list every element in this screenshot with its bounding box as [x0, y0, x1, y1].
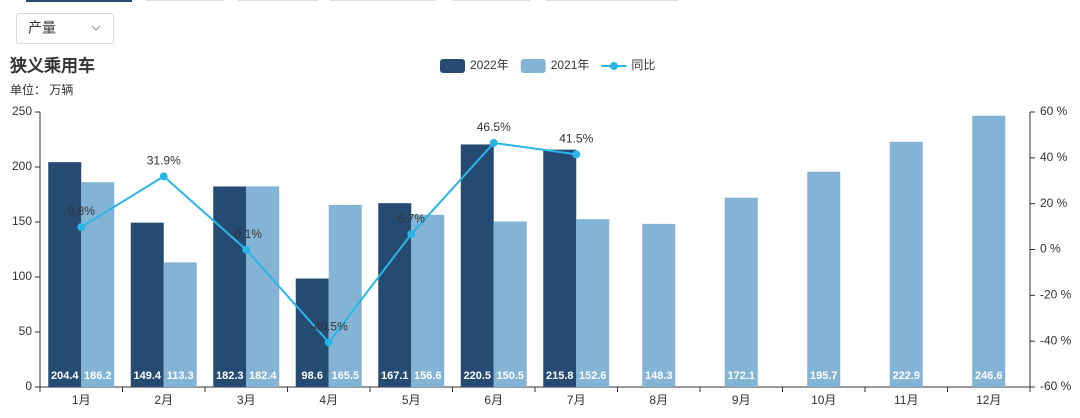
x-tick-label: 11月 — [894, 393, 918, 407]
bar — [889, 141, 923, 387]
bar-value-label: 148.3 — [645, 370, 673, 382]
dropdown-label[interactable]: 产量 — [28, 20, 56, 36]
y2-tick-label: 60 % — [1040, 104, 1068, 118]
line-point — [407, 230, 416, 239]
y2-tick-label: 40 % — [1040, 150, 1068, 164]
legend-swatch — [440, 59, 465, 73]
x-tick-label: 9月 — [732, 393, 751, 407]
y-tick-label: 50 — [19, 324, 33, 338]
bar — [246, 186, 280, 387]
y2-tick-label: -60 % — [1040, 379, 1072, 393]
bar-value-label: 113.3 — [167, 370, 194, 382]
legend-label: 2021年 — [551, 58, 590, 72]
y2-tick-label: -40 % — [1040, 333, 1072, 347]
bar — [724, 197, 758, 387]
tab[interactable] — [330, 0, 436, 1]
x-tick-label: 2月 — [154, 393, 173, 407]
x-tick-label: 8月 — [649, 393, 668, 407]
chart-subtitle: 单位： 万辆 — [10, 82, 73, 97]
bar-value-label: 167.1 — [381, 370, 409, 382]
line-value-label: 41.5% — [559, 132, 593, 146]
x-tick-label: 1月 — [72, 393, 91, 407]
bar-value-label: 150.5 — [496, 370, 524, 382]
bar — [493, 221, 527, 387]
bar-value-label: 204.4 — [51, 370, 79, 382]
bar — [48, 162, 82, 387]
tab[interactable] — [546, 0, 678, 1]
bar-value-label: 215.8 — [546, 370, 574, 382]
bar — [411, 214, 445, 387]
bar — [328, 204, 362, 387]
bar-value-label: 220.5 — [463, 370, 491, 382]
bar-value-label: 182.3 — [216, 370, 244, 382]
bar — [642, 223, 676, 387]
bar — [295, 278, 329, 387]
x-tick-label: 7月 — [567, 393, 586, 407]
y-tick-label: 100 — [12, 269, 32, 283]
legend-swatch — [520, 59, 546, 73]
tab[interactable] — [238, 0, 318, 1]
legend-swatch — [609, 62, 618, 70]
dropdown[interactable]: 产量 — [16, 13, 114, 44]
bar-value-label: 182.4 — [249, 370, 277, 382]
x-tick-label: 10月 — [811, 393, 836, 407]
legend-label: 2022年 — [470, 58, 509, 72]
bar — [460, 144, 494, 387]
bar-value-label: 222.9 — [892, 370, 920, 382]
line-point — [242, 245, 251, 254]
bar-value-label: 156.6 — [414, 370, 442, 382]
y2-tick-label: 20 % — [1040, 196, 1068, 210]
bar — [807, 171, 841, 387]
x-tick-label: 5月 — [402, 393, 421, 407]
line-value-label: 46.5% — [477, 120, 511, 134]
line-point — [324, 338, 333, 347]
bar — [543, 149, 577, 387]
y-tick-label: 150 — [12, 214, 32, 228]
dropdown-box[interactable] — [16, 13, 114, 44]
y-tick-label: 250 — [12, 104, 32, 118]
x-tick-label: 6月 — [484, 393, 503, 407]
line-value-label: 31.9% — [147, 154, 181, 168]
line-point — [77, 223, 86, 232]
tab-active[interactable] — [26, 0, 132, 2]
bar-value-label: 195.7 — [810, 370, 838, 382]
line-value-label: -0.1% — [231, 227, 263, 241]
line-value-label: 6.7% — [398, 211, 426, 225]
bar-value-label: 165.5 — [331, 370, 359, 382]
line-point — [489, 138, 498, 147]
y2-tick-label: -20 % — [1040, 288, 1072, 302]
bar-value-label: 149.4 — [133, 370, 161, 382]
tab[interactable] — [452, 0, 530, 1]
x-tick-label: 12月 — [976, 393, 1001, 407]
x-tick-label: 4月 — [319, 393, 338, 407]
legend-label: 同比 — [631, 58, 655, 72]
bar — [378, 203, 412, 387]
tab[interactable] — [146, 0, 224, 1]
bar — [213, 186, 247, 387]
bar — [972, 115, 1006, 388]
line-value-label: 9.8% — [68, 204, 96, 218]
bar — [576, 219, 610, 387]
bar-value-label: 172.1 — [727, 370, 755, 382]
bar-value-label: 152.6 — [579, 370, 607, 382]
bar-value-label: 246.6 — [975, 370, 1003, 382]
line-point — [572, 150, 581, 159]
bar-value-label: 98.6 — [302, 370, 323, 382]
chart-title: 狭义乘用车 — [9, 55, 95, 75]
bar — [130, 222, 164, 387]
dropdown-arrow[interactable] — [91, 25, 101, 31]
y2-tick-label: 0 % — [1040, 242, 1061, 256]
y-tick-label: 0 — [25, 379, 32, 393]
bar-value-label: 186.2 — [84, 370, 112, 382]
y-tick-label: 200 — [12, 159, 32, 173]
x-tick-label: 3月 — [237, 393, 256, 407]
line-point — [159, 172, 168, 181]
bar — [163, 262, 197, 387]
line-value-label: -40.5% — [310, 319, 348, 333]
